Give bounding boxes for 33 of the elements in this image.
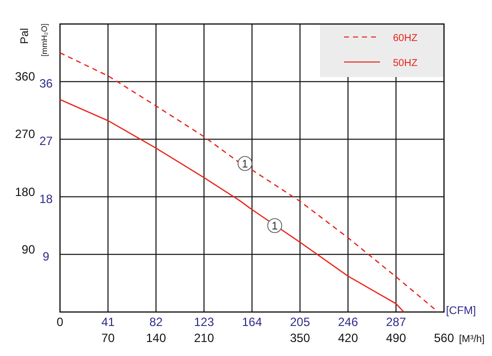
y2-tick-label: 270 bbox=[14, 127, 36, 142]
x2-tick-label: 70 bbox=[101, 331, 115, 345]
y2-tick-label: 180 bbox=[14, 184, 36, 199]
annotation: 1 bbox=[242, 158, 248, 171]
x-tick-label: 287 bbox=[386, 315, 406, 329]
x2-tick-label: 420 bbox=[338, 331, 358, 345]
x-tick-label: 123 bbox=[194, 315, 214, 329]
annotation: 1 bbox=[272, 220, 278, 233]
x2-tick-label: 350 bbox=[290, 331, 310, 345]
x-tick-label: 246 bbox=[338, 315, 358, 329]
x2-axis-title: [M³/h] bbox=[459, 334, 485, 345]
y-axis-title: [mmH₂O] bbox=[40, 24, 49, 56]
x-tick-label: 205 bbox=[290, 315, 310, 329]
line-series bbox=[59, 98, 404, 313]
y-tick-label: 27 bbox=[39, 134, 53, 148]
x-tick-label: 41 bbox=[101, 315, 115, 329]
x-tick-label: 0 bbox=[56, 315, 64, 329]
legend-label: 50HZ bbox=[393, 58, 418, 69]
x2-tick-label: 210 bbox=[194, 331, 214, 345]
y2-tick-label: 360 bbox=[14, 70, 36, 84]
y-tick-label: 9 bbox=[42, 249, 50, 264]
legend-label: 60HZ bbox=[393, 33, 418, 44]
x-tick-label: 164 bbox=[242, 315, 262, 329]
y-tick-label: 18 bbox=[39, 192, 53, 206]
x-axis-title: [CFM] bbox=[446, 305, 476, 317]
y-tick-label: 36 bbox=[39, 76, 53, 91]
x-tick-label: 82 bbox=[149, 315, 163, 329]
x2-tick-label: 140 bbox=[146, 331, 166, 345]
y2-axis-title: Pal bbox=[19, 28, 31, 44]
x2-tick-label: 490 bbox=[386, 331, 406, 345]
line-series bbox=[59, 52, 439, 313]
y2-tick-label: 90 bbox=[22, 242, 36, 256]
x2-tick-label: 560 bbox=[434, 331, 454, 345]
